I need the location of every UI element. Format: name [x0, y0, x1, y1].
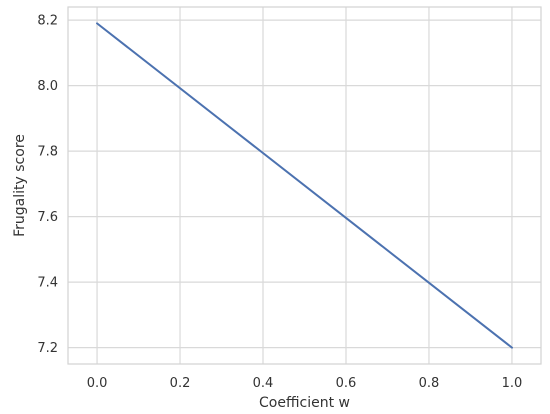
x-tick-label: 0.8	[419, 376, 440, 391]
y-axis-label: Frugality score	[12, 134, 28, 237]
series-line	[96, 22, 513, 349]
x-tick-label: 1.0	[502, 376, 523, 391]
grid	[68, 7, 541, 364]
x-tick-label: 0.4	[253, 376, 274, 391]
series-layer	[96, 22, 513, 349]
y-tick-label: 7.8	[37, 145, 58, 160]
y-tick-label: 7.4	[37, 276, 58, 291]
x-axis-label: Coefficient w	[259, 395, 350, 411]
y-tick-label: 8.0	[37, 79, 58, 94]
y-tick-label: 7.6	[37, 210, 58, 225]
y-tick-label: 8.2	[37, 14, 58, 29]
y-tick-label: 7.2	[37, 341, 58, 356]
x-tick-label: 0.0	[87, 376, 108, 391]
x-tick-label: 0.2	[170, 376, 191, 391]
y-axis-ticks: 7.2 7.4 7.6 7.8 8.0 8.2	[37, 14, 58, 357]
x-axis-ticks: 0.0 0.2 0.4 0.6 0.8 1.0	[87, 376, 523, 391]
plot-frame	[67, 6, 542, 365]
x-tick-label: 0.6	[336, 376, 357, 391]
